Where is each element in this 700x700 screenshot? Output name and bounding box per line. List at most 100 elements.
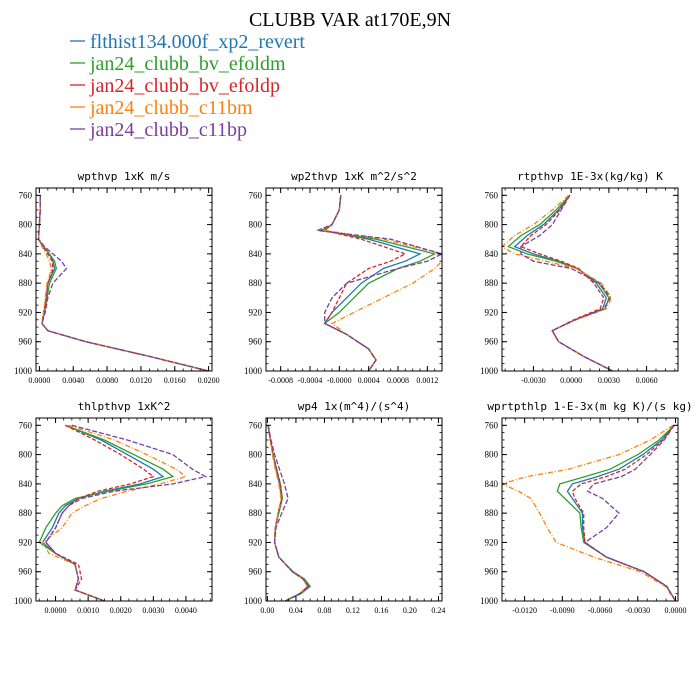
y-tick-label: 880 [249,508,263,518]
series-line [323,195,442,371]
y-tick-label: 960 [485,567,499,577]
legend-label: jan24_clubb_c11bm [89,97,253,119]
y-tick-label: 840 [485,479,499,489]
y-tick-label: 840 [249,479,263,489]
y-tick-label: 880 [485,508,499,518]
chart-panel: wp2thvp 1xK m^2/s^2 760 800 840 880 920 960 100… [244,170,443,385]
y-tick-label: 800 [19,220,33,230]
x-tick-label: 0.24 [431,606,445,615]
x-tick-label: 0.0120 [130,376,152,385]
panel-title: wp2thvp 1xK m^2/s^2 [291,170,417,183]
series-line [41,424,165,601]
chart-panel: thlpthvp 1xK^2 760 800 840 880 920 960 1000 0.00… [14,400,213,615]
series-line [583,424,677,601]
series-group [502,424,677,601]
y-tick-label: 760 [249,190,263,200]
y-tick-label: 840 [485,249,499,259]
x-tick-label: 0.0020 [110,606,132,615]
y-tick-label: 920 [485,537,499,547]
y-tick-label: 960 [249,567,263,577]
series-line [37,195,209,371]
x-tick-label: 0.0200 [198,376,220,385]
y-tick-label: 800 [485,450,499,460]
legend-label: jan24_clubb_bv_efoldp [89,75,280,97]
y-tick-label: 760 [249,420,263,430]
chart-panel: wprtpthlp 1-E-3x(m kg K)/(s kg) 760 800 840… [480,400,693,615]
legend-label: flthist134.000f_xp2_revert [90,31,305,53]
series-group [267,425,312,601]
series-line [323,195,422,371]
figure-title: CLUBB VAR at170E,9N [249,9,451,31]
y-tick-label: 880 [19,508,33,518]
x-tick-label: 0.08 [317,606,331,615]
y-tick-label: 800 [249,220,263,230]
series-line [323,195,407,371]
x-tick-label: 0.0000 [560,376,582,385]
panels: wpthvp 1xK m/s 760 800 840 880 920 960 1000 0.00… [14,170,693,615]
panel-title: thlpthvp 1xK^2 [78,400,171,413]
legend-label: jan24_clubb_bv_efoldm [89,53,286,75]
series-line [37,195,209,371]
x-tick-label: 0.0000 [664,606,686,615]
series-group [502,194,613,371]
y-tick-label: 800 [19,450,33,460]
panel-title: wpthvp 1xK m/s [78,170,171,183]
y-tick-label: 960 [249,337,263,347]
x-tick-label: -0.0004 [298,376,323,385]
x-tick-label: 0.0040 [62,376,84,385]
series-line [520,194,613,371]
y-tick-label: 800 [485,220,499,230]
panel-title: rtpthvp 1E-3x(kg/kg) K [517,170,663,183]
series-line [502,424,677,601]
series-group [37,195,209,371]
y-tick-label: 920 [19,537,33,547]
series-line [44,424,155,601]
series-line [566,424,677,601]
series-group [38,424,208,601]
y-tick-label: 840 [19,479,33,489]
plot-frame [265,417,443,602]
series-line [37,195,209,371]
y-tick-label: 800 [249,450,263,460]
chart-panel: rtpthvp 1E-3x(kg/kg) K 760 800 840 880 920 960… [480,170,679,385]
series-line [318,195,437,371]
y-tick-label: 840 [249,249,263,259]
y-tick-label: 760 [485,420,499,430]
y-tick-label: 920 [249,307,263,317]
y-tick-label: 960 [485,337,499,347]
x-tick-label: -0.0030 [521,376,546,385]
chart-panel: wpthvp 1xK m/s76080084088092096010000.00… [14,170,220,385]
x-tick-label: 0.0010 [77,606,99,615]
y-tick-label: 760 [485,190,499,200]
y-tick-label: 920 [485,307,499,317]
y-tick-label: 960 [19,337,33,347]
series-line [317,195,442,371]
legend-label: jan24_clubb_c11bp [89,119,247,141]
series-line [37,195,209,371]
x-tick-label: 0.12 [346,606,360,615]
series-line [267,425,309,601]
x-tick-label: 0.0080 [96,376,118,385]
x-tick-label: -0.0120 [512,606,537,615]
x-tick-label: -0.0000 [327,376,352,385]
x-tick-label: 0.0004 [358,376,380,385]
x-tick-label: -0.0008 [268,376,293,385]
x-tick-label: 0.0008 [387,376,409,385]
series-line [571,424,677,601]
x-tick-label: -0.0030 [625,606,650,615]
series-group [317,195,442,371]
y-tick-label: 880 [485,278,499,288]
y-tick-label: 1000 [480,366,499,376]
plot-frame [265,187,443,372]
y-tick-label: 840 [19,249,33,259]
series-line [556,424,677,601]
x-tick-label: 0.20 [403,606,417,615]
x-tick-label: 0.00 [260,606,274,615]
x-tick-label: 0.0030 [142,606,164,615]
x-tick-label: 0.0000 [45,606,67,615]
y-tick-label: 760 [19,190,33,200]
plot-frame [35,187,213,372]
panel-title: wprtpthlp 1-E-3x(m kg K)/(s kg) [487,400,692,413]
x-tick-label: 0.0012 [416,376,438,385]
